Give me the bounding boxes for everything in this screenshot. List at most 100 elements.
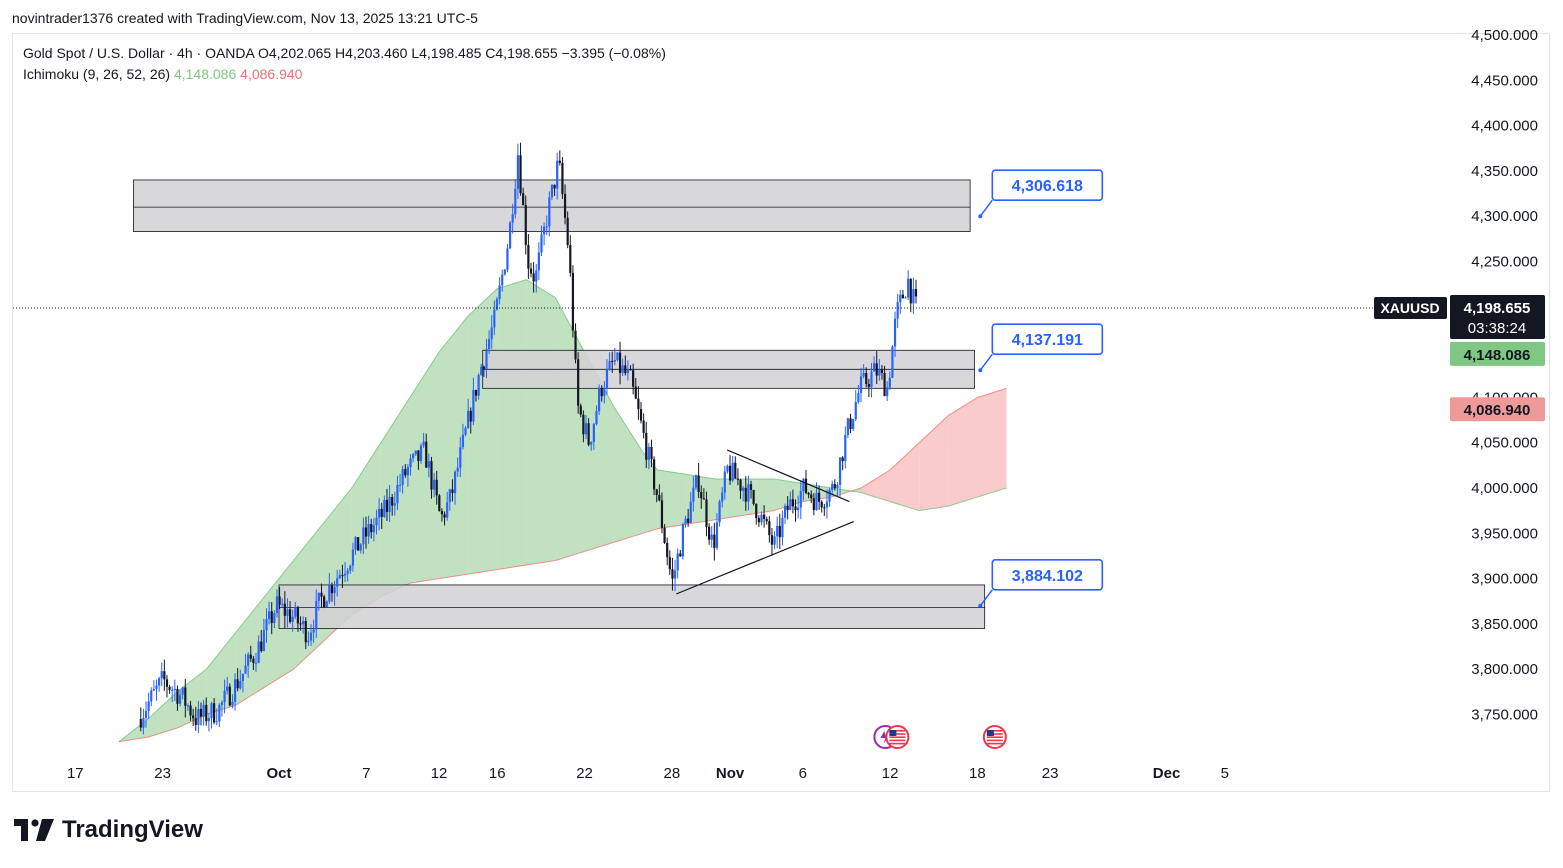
candle[interactable] — [907, 278, 910, 298]
candle[interactable] — [841, 457, 844, 462]
candle[interactable] — [561, 162, 564, 194]
current-price-tag[interactable] — [1450, 295, 1545, 340]
candle[interactable] — [252, 658, 255, 663]
candle[interactable] — [268, 611, 271, 620]
candle[interactable] — [647, 446, 650, 460]
candle[interactable] — [658, 494, 661, 501]
candle[interactable] — [519, 155, 522, 194]
candle[interactable] — [867, 383, 870, 388]
candle[interactable] — [739, 479, 742, 491]
candle[interactable] — [302, 621, 305, 625]
candle[interactable] — [870, 371, 873, 388]
candle[interactable] — [825, 501, 829, 508]
candle[interactable] — [385, 500, 389, 512]
candle[interactable] — [566, 217, 569, 246]
candle[interactable] — [896, 302, 899, 319]
candle[interactable] — [210, 703, 213, 719]
candle[interactable] — [275, 596, 279, 614]
candle[interactable] — [702, 498, 705, 500]
candle[interactable] — [762, 514, 766, 520]
candle[interactable] — [744, 487, 747, 502]
candle[interactable] — [859, 376, 863, 393]
candle[interactable] — [681, 524, 685, 557]
candle[interactable] — [652, 459, 656, 490]
candle[interactable] — [540, 234, 543, 253]
candle[interactable] — [791, 499, 795, 507]
candle[interactable] — [249, 654, 252, 659]
candle[interactable] — [755, 503, 758, 519]
candle[interactable] — [543, 226, 546, 235]
candle[interactable] — [713, 534, 716, 548]
candle[interactable] — [299, 623, 302, 625]
candle[interactable] — [577, 359, 580, 406]
candle[interactable] — [412, 454, 415, 459]
candle[interactable] — [218, 704, 221, 722]
candle[interactable] — [768, 521, 771, 536]
candle[interactable] — [621, 365, 624, 373]
candle[interactable] — [228, 686, 231, 706]
symbol-price-tag[interactable] — [1374, 297, 1447, 320]
candle[interactable] — [553, 184, 556, 189]
candle[interactable] — [320, 592, 323, 597]
candle[interactable] — [414, 450, 417, 455]
candle[interactable] — [872, 363, 876, 372]
candle[interactable] — [433, 479, 436, 490]
candle[interactable] — [660, 500, 664, 528]
candle[interactable] — [488, 339, 491, 350]
tradingview-logo[interactable]: TradingView — [14, 816, 203, 844]
candle[interactable] — [765, 519, 768, 522]
candle[interactable] — [590, 441, 593, 445]
candle[interactable] — [165, 679, 169, 687]
candle[interactable] — [451, 489, 454, 494]
candle[interactable] — [226, 686, 229, 691]
candle[interactable] — [852, 419, 855, 430]
candle[interactable] — [721, 492, 724, 502]
candle[interactable] — [865, 372, 868, 384]
candle[interactable] — [707, 526, 711, 540]
candle[interactable] — [160, 671, 163, 679]
candle[interactable] — [207, 718, 210, 722]
candle[interactable] — [912, 289, 915, 304]
candle[interactable] — [184, 687, 187, 706]
candle[interactable] — [650, 446, 653, 460]
candle[interactable] — [731, 462, 734, 481]
candle[interactable] — [569, 245, 572, 273]
candle[interactable] — [273, 613, 276, 624]
candle[interactable] — [914, 289, 918, 297]
candle[interactable] — [498, 285, 501, 299]
candle[interactable] — [888, 377, 891, 388]
candle[interactable] — [757, 518, 760, 523]
candle[interactable] — [878, 369, 881, 376]
candle[interactable] — [333, 586, 336, 594]
candle[interactable] — [676, 553, 679, 571]
callout-box[interactable] — [991, 169, 1104, 201]
candle[interactable] — [296, 608, 300, 624]
candle[interactable] — [639, 409, 643, 421]
candle[interactable] — [493, 309, 496, 328]
candle[interactable] — [220, 702, 224, 705]
candle[interactable] — [440, 511, 444, 515]
candle[interactable] — [270, 611, 273, 624]
candle[interactable] — [312, 629, 315, 633]
candle[interactable] — [168, 686, 171, 691]
candle[interactable] — [317, 592, 320, 602]
candle[interactable] — [624, 365, 627, 374]
candle[interactable] — [689, 501, 692, 523]
candle[interactable] — [370, 524, 373, 533]
candle[interactable] — [223, 690, 226, 703]
candle[interactable] — [461, 434, 465, 448]
candle[interactable] — [770, 535, 774, 545]
candle[interactable] — [611, 360, 614, 362]
candle[interactable] — [697, 475, 700, 493]
candle[interactable] — [480, 366, 483, 376]
candle[interactable] — [474, 390, 478, 396]
candle[interactable] — [163, 671, 166, 680]
candle[interactable] — [595, 411, 598, 425]
candle[interactable] — [613, 360, 616, 362]
candle[interactable] — [459, 447, 462, 468]
candle[interactable] — [257, 641, 260, 663]
candle[interactable] — [849, 418, 852, 430]
candle[interactable] — [338, 575, 341, 579]
candle[interactable] — [545, 226, 548, 228]
candle[interactable] — [511, 214, 514, 223]
